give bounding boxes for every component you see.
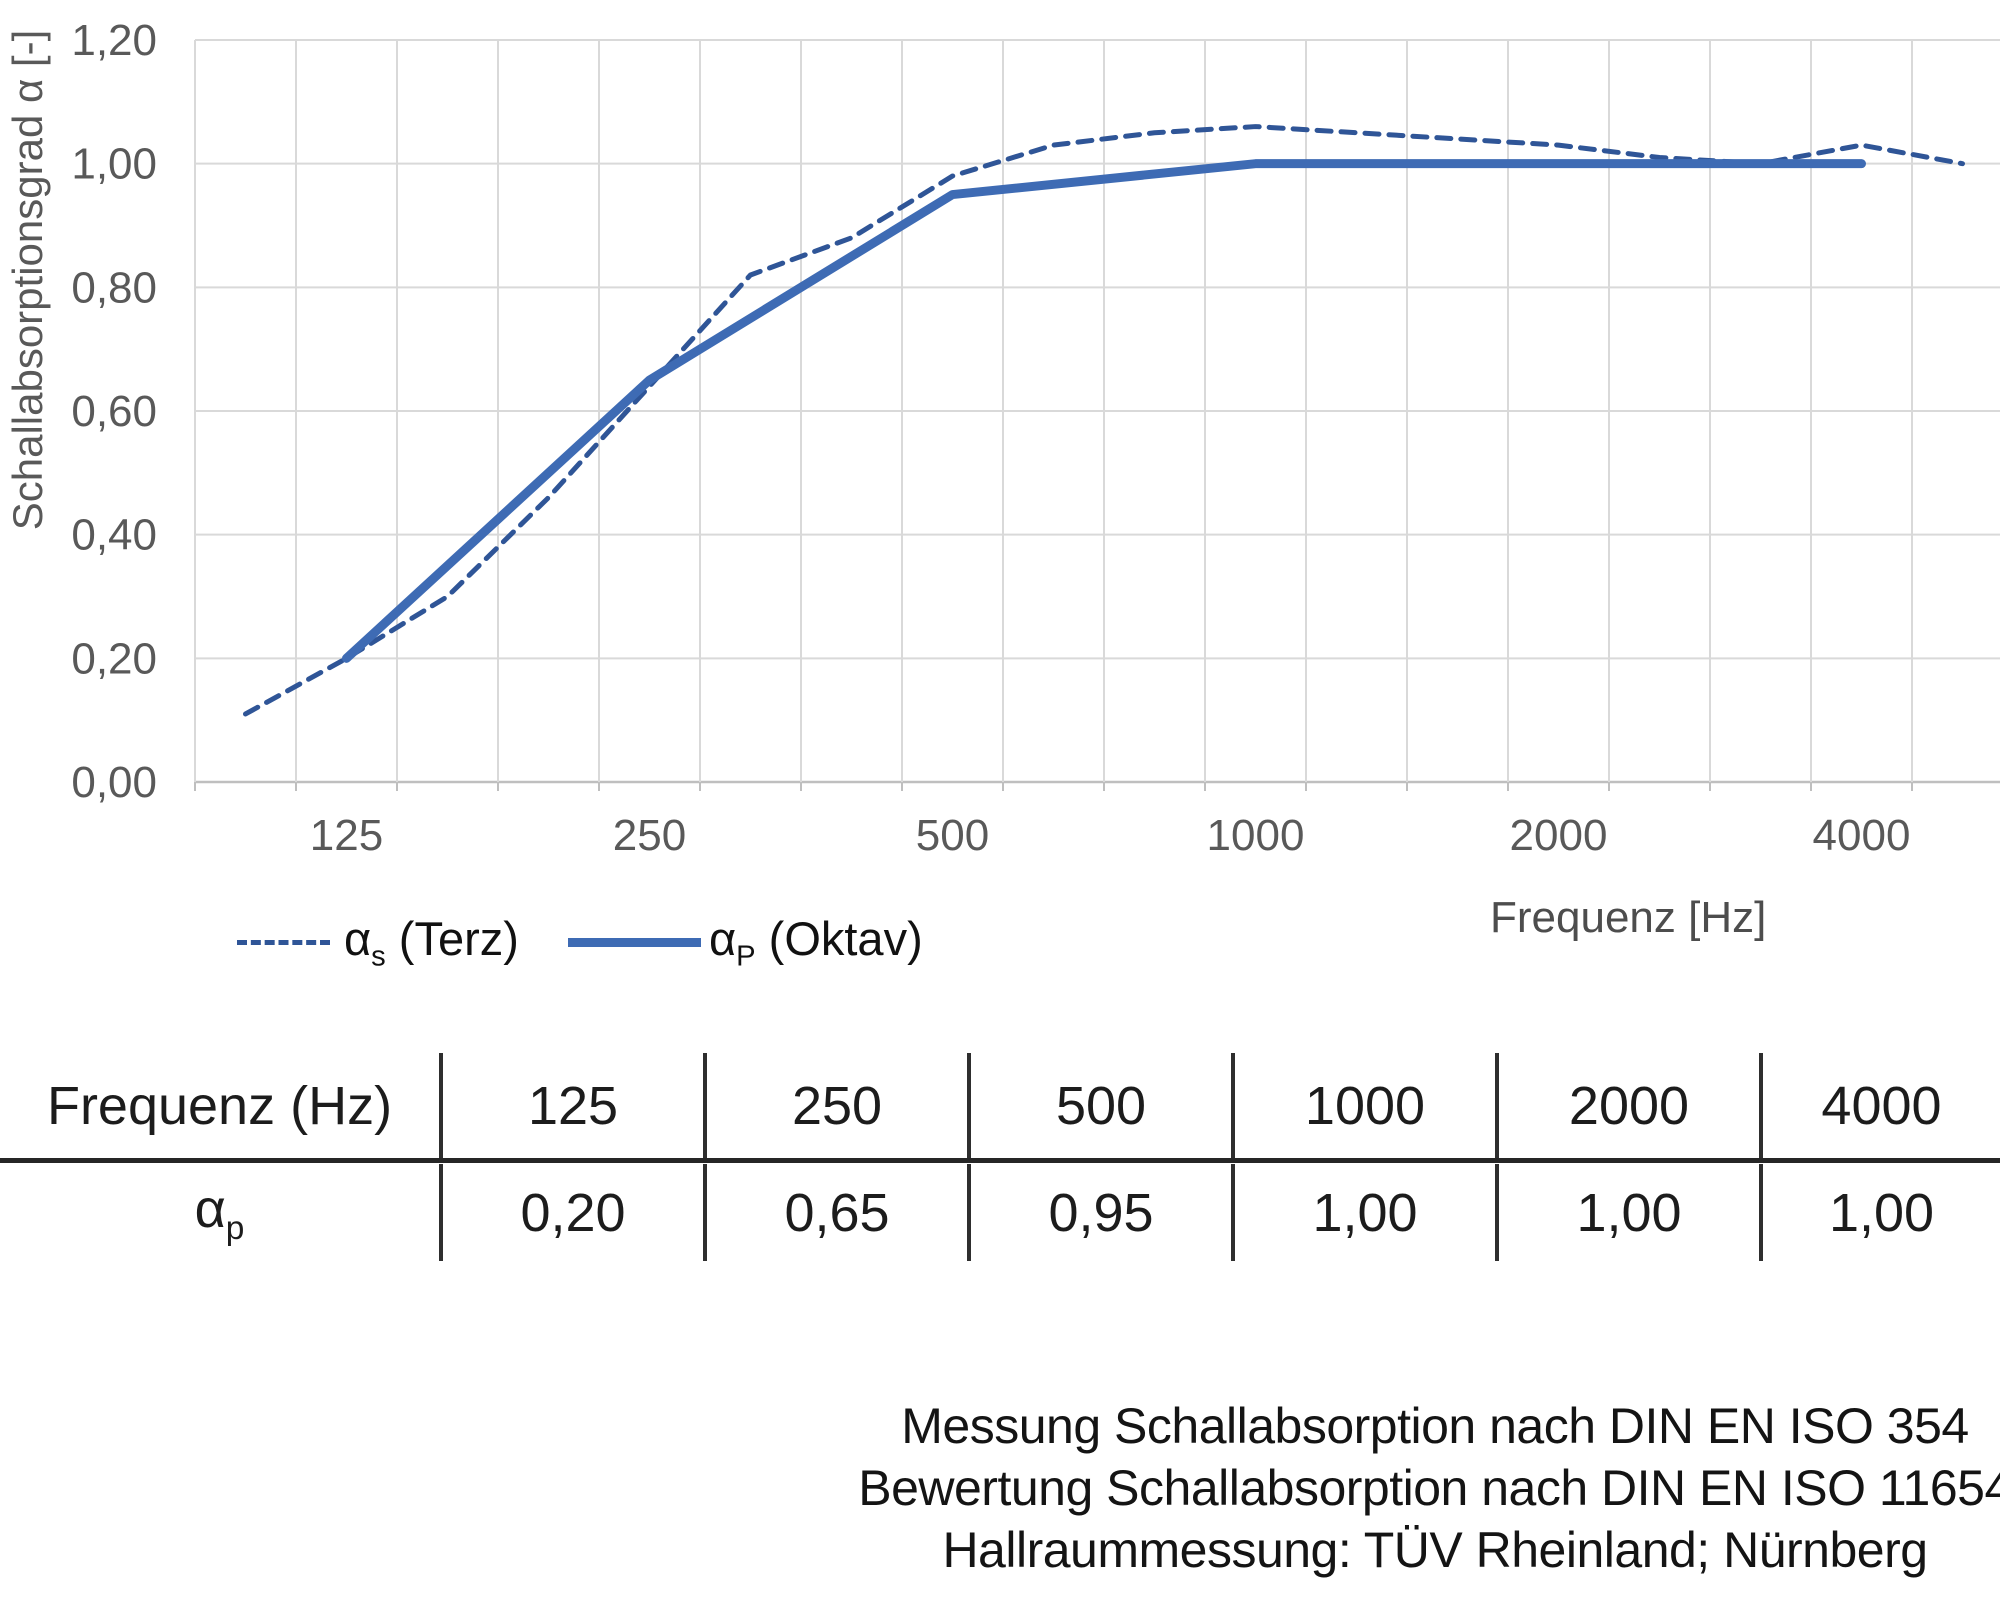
table-header-1000: 1000: [1235, 1053, 1499, 1158]
table-header-500: 500: [971, 1053, 1235, 1158]
footer-line-lab: Hallraummessung: TÜV Rheinland; Nürnberg: [942, 1522, 1928, 1578]
absorption-line-chart: 0,00 0,20 0,40 0,60 0,80 1,00 1,20 125 250 500 100…: [71, 16, 2000, 860]
table-value-500: 0,95: [971, 1164, 1235, 1261]
table-value-4000: 1,00: [1828, 1182, 1935, 1243]
x-tick-label: 250: [613, 811, 686, 860]
y-tick-label: 1,00: [71, 140, 157, 189]
table-value-1000: 1,00: [1235, 1164, 1499, 1261]
table-divider-line: [0, 1158, 2000, 1163]
x-axis-title: Frequenz [Hz]: [1490, 893, 1767, 942]
legend-label-oktav: αP (Oktav): [709, 911, 923, 973]
x-tick-label: 2000: [1510, 811, 1608, 860]
table-header-2000: 2000: [1499, 1053, 1763, 1158]
table-header-frequency: Frequenz (Hz): [0, 1053, 443, 1158]
x-tick-label: 1000: [1207, 811, 1305, 860]
table-value-2000: 1,00: [1499, 1164, 1763, 1261]
table-header-250: 250: [707, 1053, 971, 1158]
y-tick-label: 0,00: [71, 758, 157, 807]
table-header-4000: 4000: [1821, 1075, 1942, 1136]
legend-item-alpha-s-terz: αs (Terz): [237, 910, 519, 974]
y-tick-label: 0,20: [71, 634, 157, 683]
solid-line-swatch-icon: [568, 937, 701, 947]
table-value-125: 0,20: [443, 1164, 707, 1261]
footer-notes: Messung Schallabsorption nach DIN EN ISO…: [685, 1395, 2000, 1581]
table-row-label: αp: [0, 1164, 443, 1261]
series-line-alpha-s-terz: [243, 124, 1965, 717]
y-tick-label: 0,80: [71, 263, 157, 312]
dashed-line-swatch-icon: [237, 939, 330, 945]
alpha-p-table: Frequenz (Hz) 125 250 500 1000 2000 4000…: [0, 1053, 2000, 1261]
table-header-row: Frequenz (Hz) 125 250 500 1000 2000 4000: [0, 1053, 2000, 1158]
footer-line-rating: Bewertung Schallabsorption nach DIN EN I…: [858, 1460, 2000, 1516]
series-line-alpha-p-oktav: [342, 159, 1866, 663]
y-tick-label: 0,40: [71, 511, 157, 560]
x-tick-label: 125: [310, 811, 383, 860]
x-tick-label: 500: [916, 811, 989, 860]
table-value-250: 0,65: [707, 1164, 971, 1261]
table-header-125: 125: [443, 1053, 707, 1158]
x-tick-label: 4000: [1813, 811, 1911, 860]
y-tick-label: 0,60: [71, 387, 157, 436]
footer-line-measurement: Messung Schallabsorption nach DIN EN ISO…: [901, 1398, 1969, 1454]
legend-item-alpha-p-oktav: αP (Oktav): [568, 910, 923, 974]
y-tick-label: 1,20: [71, 16, 157, 65]
legend-label-terz: αs (Terz): [344, 911, 519, 973]
table-value-row: αp 0,20 0,65 0,95 1,00 1,00 1,00: [0, 1158, 2000, 1261]
chart-legend: αs (Terz) αP (Oktav): [0, 910, 2000, 974]
